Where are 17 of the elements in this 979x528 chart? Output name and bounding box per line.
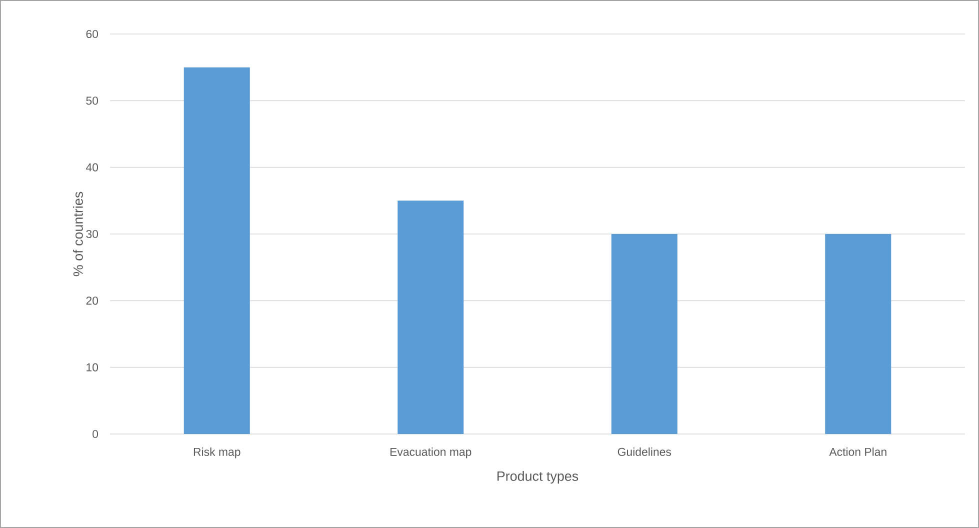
y-tick-label: 20 [86, 296, 98, 305]
y-tick-label: 60 [86, 30, 98, 38]
bar [184, 67, 250, 434]
x-tick-label: Guidelines [618, 448, 672, 456]
x-axis-title: Product types [497, 471, 578, 484]
y-tick-label: 30 [86, 230, 98, 238]
bar [825, 234, 892, 434]
y-axis-title: % of countries [73, 192, 83, 276]
x-tick-label: Action Plan [829, 448, 886, 456]
bar [398, 200, 464, 434]
bar [611, 234, 678, 434]
x-tick-label: Risk map [194, 448, 240, 458]
y-tick-label: 10 [86, 363, 98, 372]
y-tick-label: 40 [86, 163, 98, 172]
x-tick-label: Evacuation map [390, 448, 472, 458]
y-tick-label: 50 [86, 96, 98, 105]
y-tick-label: 0 [92, 430, 98, 438]
